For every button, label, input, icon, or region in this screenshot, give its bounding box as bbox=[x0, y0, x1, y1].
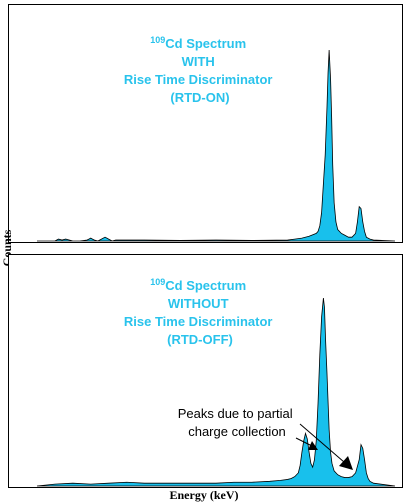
annotation-text: Peaks due to partial charge collection bbox=[178, 406, 297, 439]
annotation-line-2: charge collection bbox=[188, 424, 286, 439]
top-spectrum-series bbox=[37, 49, 396, 242]
annotation-arrowhead-left bbox=[308, 441, 318, 450]
top-title-line-1: Cd Spectrum bbox=[165, 36, 246, 51]
x-axis-label: Energy (keV) bbox=[170, 488, 239, 502]
top-panel: 109Cd Spectrum WITH Rise Time Discrimina… bbox=[8, 4, 403, 243]
bottom-spectrum-area-0 bbox=[36, 297, 396, 487]
bottom-panel: 109Cd Spectrum WITHOUT Rise Time Discrim… bbox=[8, 254, 403, 488]
bottom-title-line-2: WITHOUT bbox=[168, 296, 229, 311]
annotation-arrowhead-right bbox=[339, 456, 353, 470]
bottom-chart-title: 109Cd Spectrum WITHOUT Rise Time Discrim… bbox=[124, 277, 276, 347]
top-title-line-2: WITH bbox=[182, 54, 215, 69]
top-title-line-4: (RTD-ON) bbox=[170, 90, 229, 105]
bottom-spectrum-series bbox=[36, 297, 396, 487]
annotation-arrows bbox=[295, 423, 353, 470]
annotation-arrow-left bbox=[295, 437, 313, 447]
bottom-title-line-1: Cd Spectrum bbox=[165, 278, 246, 293]
annotation-arrow-right bbox=[299, 423, 345, 463]
top-title-line-3: Rise Time Discriminator bbox=[124, 72, 273, 87]
bottom-plot-frame bbox=[8, 254, 403, 488]
bottom-title-superscript: 109 bbox=[150, 277, 165, 287]
top-spectrum-area-0 bbox=[37, 49, 396, 242]
top-title-superscript: 109 bbox=[150, 35, 165, 45]
annotation-line-1: Peaks due to partial bbox=[178, 406, 293, 421]
bottom-title-line-3: Rise Time Discriminator bbox=[124, 314, 273, 329]
top-plot-frame bbox=[8, 4, 403, 243]
top-chart-title: 109Cd Spectrum WITH Rise Time Discrimina… bbox=[124, 35, 276, 105]
bottom-title-line-4: (RTD-OFF) bbox=[167, 332, 233, 347]
